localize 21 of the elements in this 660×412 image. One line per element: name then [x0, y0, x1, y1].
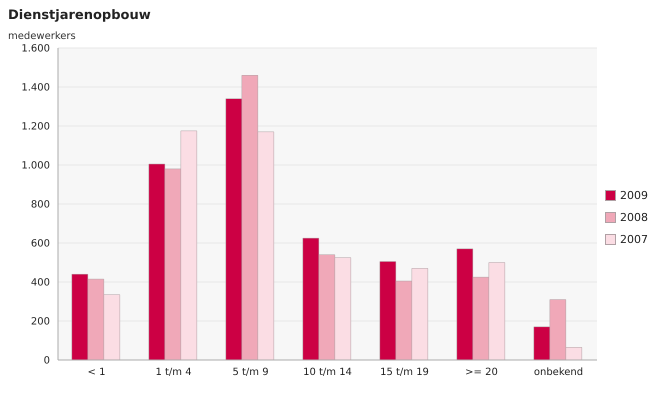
y-tick-label: 1.000 [21, 160, 50, 172]
x-tick-label: 1 t/m 4 [155, 367, 192, 378]
chart-title: Dienstjarenopbouw [8, 8, 152, 23]
x-tick-label: 15 t/m 19 [380, 367, 429, 378]
y-tick-label: 1.400 [21, 82, 50, 94]
x-tick-label: 5 t/m 9 [232, 367, 269, 378]
y-tick-label: 800 [30, 200, 50, 211]
legend-label: 2008 [620, 210, 648, 224]
y-tick-label: 0 [44, 356, 50, 367]
legend-label: 2009 [620, 188, 648, 202]
x-tick-label: 10 t/m 14 [303, 367, 352, 378]
y-tick-label: 600 [30, 238, 50, 250]
y-tick-label: 400 [30, 278, 50, 289]
y-axis-title: medewerkers [8, 31, 77, 42]
x-tick-label: < 1 [88, 367, 106, 378]
y-tick-label: 1.200 [21, 122, 50, 133]
x-tick-label: onbekend [534, 367, 584, 378]
legend-label: 2007 [620, 232, 648, 246]
y-tick-label: 1.600 [21, 44, 50, 55]
y-tick-label: 200 [30, 316, 50, 328]
x-tick-label: >= 20 [465, 367, 498, 378]
